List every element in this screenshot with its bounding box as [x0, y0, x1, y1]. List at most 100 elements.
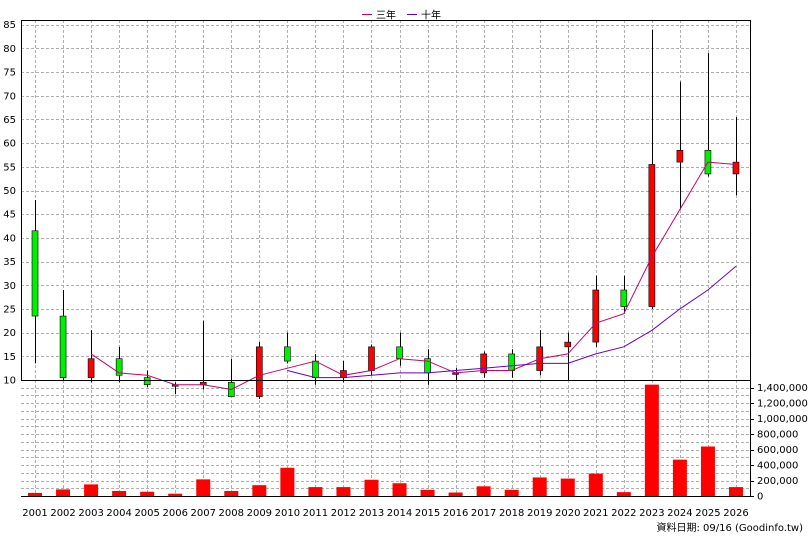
candle-body [312, 360, 319, 378]
volume-bar [112, 490, 127, 496]
x-tick-label: 2004 [106, 508, 131, 519]
x-tick-label: 2003 [78, 508, 103, 519]
candle-body [564, 341, 572, 348]
candle-body [59, 315, 67, 378]
candle-body [480, 353, 487, 374]
volume-bars [28, 384, 743, 496]
x-tick-label: 2016 [443, 508, 468, 519]
candle-body [732, 161, 740, 175]
price-tick-label: 35 [3, 257, 16, 268]
price-tick-label: 30 [3, 281, 16, 292]
volume-bar [364, 479, 379, 496]
volume-bar [644, 384, 659, 496]
average-lines [90, 161, 737, 391]
x-tick-label: 2025 [695, 508, 720, 519]
frames [21, 20, 751, 497]
price-tick-label: 40 [3, 233, 16, 244]
volume-bar [252, 485, 267, 496]
volume-bar [196, 479, 211, 496]
x-tick-label: 2023 [639, 508, 664, 519]
volume-bar [448, 492, 463, 496]
candle-body [620, 289, 628, 307]
footer-source: 資料日期: 09/16 (Goodinfo.tw) [656, 521, 803, 534]
volume-tick-label: 400,000 [757, 461, 798, 472]
volume-bar [224, 490, 239, 496]
candle-body [143, 377, 151, 386]
volume-tick-label: 800,000 [757, 430, 798, 441]
volume-bar [700, 446, 715, 496]
x-tick-label: 2011 [303, 508, 328, 519]
x-tick-label: 2013 [359, 508, 384, 519]
price-tick-label: 65 [3, 115, 16, 126]
x-tick-label: 2015 [415, 508, 440, 519]
x-tick-label: 2020 [555, 508, 580, 519]
volume-bar [280, 467, 295, 496]
x-tick-label: 2014 [387, 508, 412, 519]
price-tick-label: 50 [3, 186, 16, 197]
volume-bar [308, 487, 323, 496]
volume-bar [84, 484, 99, 496]
x-tick-label: 2006 [162, 508, 187, 519]
candle-body [87, 358, 95, 378]
volume-bar [672, 459, 687, 496]
volume-bar [140, 491, 155, 496]
volume-bar [728, 487, 743, 496]
price-tick-label: 15 [3, 352, 16, 363]
x-tick-label: 2001 [22, 508, 47, 519]
candle-body [396, 346, 403, 359]
volume-bar [616, 492, 631, 496]
candle-body [368, 346, 375, 371]
volume-grid [21, 380, 750, 496]
price-grid [21, 20, 750, 381]
legend-label: 十年 [421, 9, 441, 22]
candle-body [676, 149, 684, 163]
volume-tick-label: 1,400,000 [757, 383, 808, 394]
candle-body [31, 230, 39, 317]
x-tick-label: 2005 [134, 508, 159, 519]
x-tick-label: 2010 [275, 508, 300, 519]
price-tick-label: 20 [3, 328, 16, 339]
x-tick-label: 2009 [247, 508, 272, 519]
volume-bar [560, 478, 575, 496]
price-tick-label: 75 [3, 68, 16, 79]
price-tick-label: 60 [3, 139, 16, 150]
x-tick-label: 2012 [331, 508, 356, 519]
candle-body [592, 289, 600, 343]
x-tick-label: 2022 [611, 508, 636, 519]
x-axis: 2001 2002 2003 2004 2005 2006 2007 2008 2009 2010… [22, 508, 748, 519]
candle-body [115, 358, 123, 376]
volume-bar [532, 477, 547, 496]
legend: 三年 十年 [362, 9, 441, 22]
x-tick-label: 2026 [723, 508, 748, 519]
x-tick-label: 2019 [527, 508, 552, 519]
x-tick-label: 2017 [471, 508, 496, 519]
price-y-axis: 10 15 20 25 30 35 40 45 50 55 60 65 70 75 80 85 [3, 20, 16, 386]
volume-tick-label: 0 [757, 492, 763, 503]
volume-bar [336, 487, 351, 496]
price-tick-label: 85 [3, 20, 16, 31]
volume-tick-label: 1,200,000 [757, 399, 808, 410]
candle-body [256, 346, 263, 397]
price-tick-label: 55 [3, 162, 16, 173]
volume-bar [28, 492, 43, 496]
x-tick-label: 2024 [667, 508, 692, 519]
candle-body [648, 164, 656, 307]
volume-bar [56, 489, 71, 496]
candle-body [284, 346, 291, 362]
price-tick-label: 25 [3, 304, 16, 315]
price-frame [21, 20, 751, 381]
x-tick-label: 2021 [583, 508, 608, 519]
x-tick-label: 2007 [191, 508, 216, 519]
x-tick-label: 2008 [219, 508, 244, 519]
volume-bar [504, 489, 519, 496]
series-line [90, 161, 737, 391]
volume-bar [476, 486, 491, 496]
price-tick-label: 45 [3, 210, 16, 221]
x-tick-label: 2002 [50, 508, 75, 519]
volume-bar [420, 489, 435, 496]
volume-bar [168, 493, 183, 496]
legend-label: 三年 [376, 9, 396, 22]
candle-body [508, 353, 515, 371]
